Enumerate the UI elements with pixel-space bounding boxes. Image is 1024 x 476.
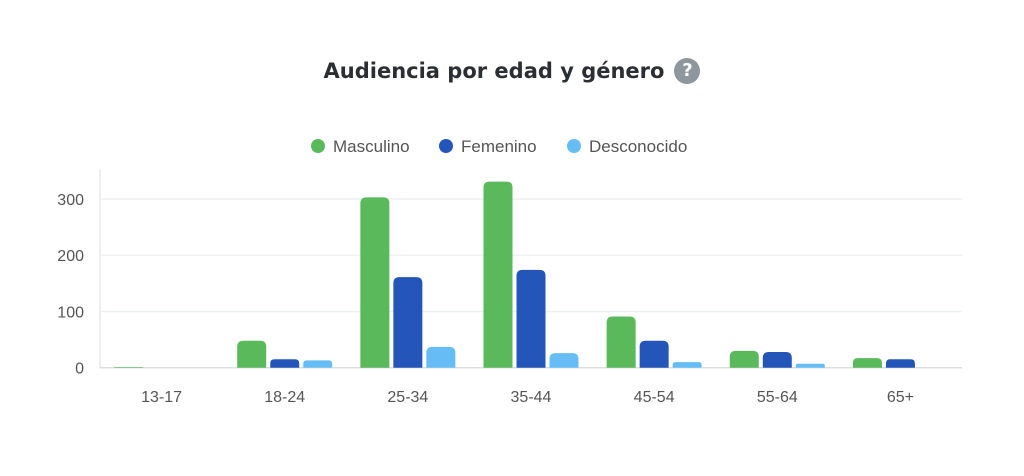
- bar-masculino-35-44: [483, 181, 513, 368]
- x-tick-label: 45-54: [634, 389, 675, 406]
- bar-femenino-35-44: [516, 269, 546, 368]
- bar-masculino-25-34: [360, 197, 390, 368]
- bar-masculino-45-54: [606, 316, 636, 368]
- x-tick-label: 18-24: [264, 389, 305, 406]
- x-tick-label: 13-17: [141, 389, 182, 406]
- bar-desconocido-45-54: [672, 362, 702, 368]
- legend-label-femenino: Femenino: [461, 137, 537, 156]
- bar-desconocido-55-64: [795, 363, 825, 368]
- x-tick-label: 65+: [887, 389, 914, 406]
- bar-masculino-18-24: [237, 340, 267, 368]
- y-tick-label: 100: [57, 304, 84, 321]
- y-tick-label: 200: [57, 248, 84, 265]
- chart-title: Audiencia por edad y género: [323, 59, 665, 83]
- bar-masculino-13-17: [114, 367, 144, 368]
- bar-femenino-25-34: [393, 277, 423, 368]
- bar-desconocido-25-34: [426, 346, 456, 368]
- bar-desconocido-18-24: [303, 360, 333, 368]
- y-tick-label: 0: [75, 361, 84, 378]
- legend-marker-masculino: [311, 139, 325, 153]
- legend-label-desconocido: Desconocido: [589, 137, 687, 156]
- bar-femenino-45-54: [639, 340, 669, 368]
- x-tick-label: 25-34: [387, 389, 428, 406]
- chart-title-row: Audiencia por edad y género?: [0, 58, 1024, 84]
- bar-desconocido-35-44: [549, 353, 579, 368]
- x-tick-label: 35-44: [511, 389, 552, 406]
- legend-marker-desconocido: [567, 139, 581, 153]
- x-tick-label: 55-64: [757, 389, 798, 406]
- bar-femenino-65+: [885, 359, 915, 368]
- legend-label-masculino: Masculino: [333, 137, 410, 156]
- bar-masculino-55-64: [729, 350, 759, 368]
- bar-masculino-65+: [852, 358, 882, 368]
- y-tick-label: 300: [57, 192, 84, 209]
- legend-marker-femenino: [439, 139, 453, 153]
- question-circle-icon[interactable]: ?: [674, 58, 701, 84]
- bar-femenino-55-64: [762, 351, 792, 368]
- bar-femenino-18-24: [270, 359, 300, 368]
